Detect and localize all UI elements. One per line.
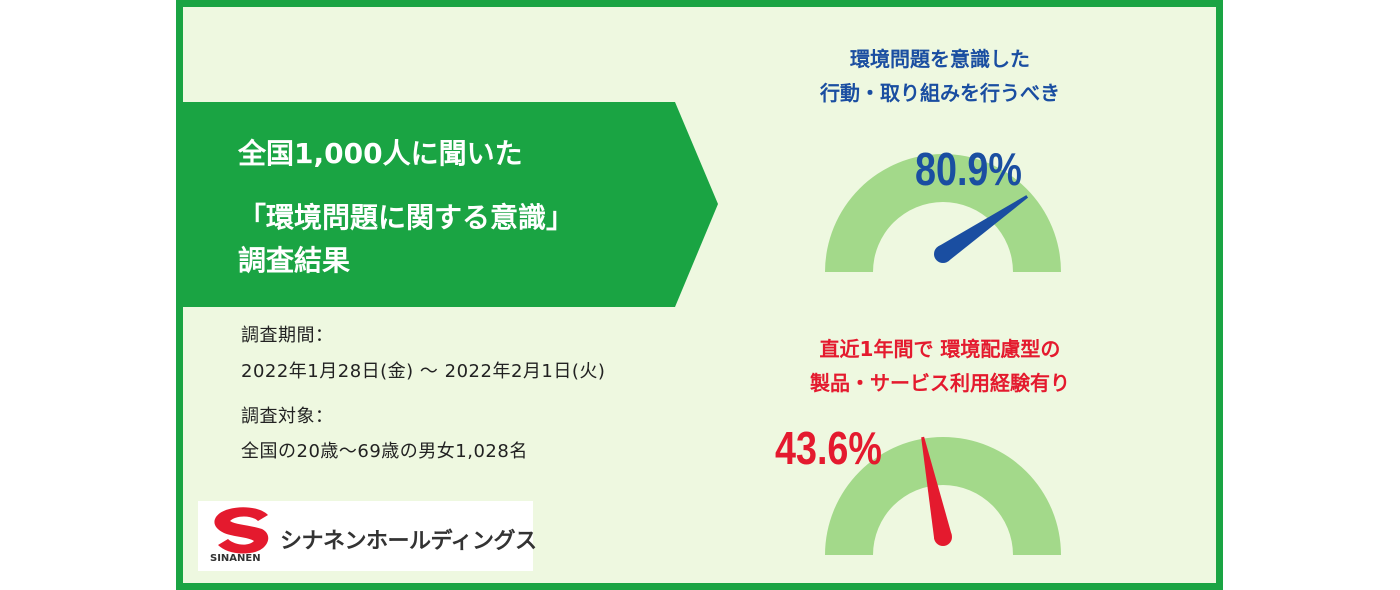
company-sub-name: SINANEN (210, 553, 261, 564)
target-value: 全国の20歳〜69歳の男女1,028名 (241, 441, 528, 462)
gauge1-percent: 80.9% (915, 143, 1022, 195)
gauge-needle (937, 195, 1029, 262)
gauge2-percent: 43.6% (775, 422, 882, 474)
gauge-track (825, 154, 1061, 272)
company-logo: シナネンホールディングス SINANEN (198, 501, 537, 571)
banner-line-1: 全国1,000人に聞いた (238, 137, 523, 170)
gauge2-title-line-2: 製品・サービス利用経験有り (810, 371, 1070, 395)
gauge-needle-hub (934, 528, 952, 546)
banner-arrow-shape (183, 102, 718, 307)
gauge-needle-hub (934, 245, 952, 263)
gauge1-title-line-2: 行動・取り組みを行うべき (820, 81, 1060, 105)
period-value: 2022年1月28日(金) 〜 2022年2月1日(火) (241, 361, 606, 382)
banner-line-3: 調査結果 (238, 244, 351, 277)
infographic-card: 全国1,000人に聞いた 「環境問題に関する意識」 調査結果 調査期間： 202… (176, 0, 1223, 590)
period-label: 調査期間： (241, 325, 334, 346)
gauge-needle (921, 436, 952, 539)
company-name: シナネンホールディングス (280, 529, 537, 554)
gauge-track (825, 437, 1061, 555)
infographic-panel: 全国1,000人に聞いた 「環境問題に関する意識」 調査結果 調査期間： 202… (183, 7, 1216, 583)
banner-line-2: 「環境問題に関する意識」 (238, 201, 575, 234)
gauge2-title-line-1: 直近1年間で 環境配慮型の (819, 337, 1061, 361)
sinanen-s-logo-icon (214, 507, 269, 554)
gauge1-meter (825, 154, 1061, 272)
gauge2-meter (825, 436, 1061, 555)
title-banner: 全国1,000人に聞いた 「環境問題に関する意識」 調査結果 (183, 102, 723, 307)
target-label: 調査対象： (241, 406, 334, 427)
gauge1-title-line-1: 環境問題を意識した (850, 47, 1030, 71)
